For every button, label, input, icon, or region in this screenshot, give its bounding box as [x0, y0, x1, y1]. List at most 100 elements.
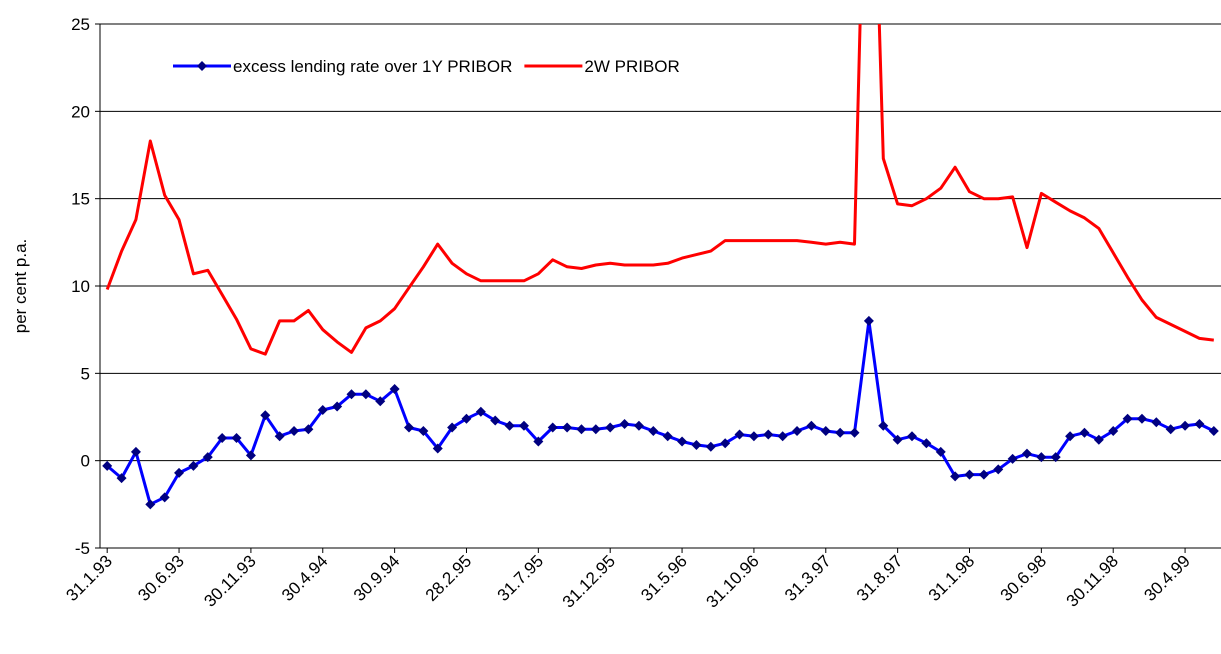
y-tick-label: 5: [81, 364, 90, 383]
legend-label: 2W PRIBOR: [584, 57, 679, 76]
x-tick-label: 30.4.94: [278, 551, 332, 605]
data-point: [1007, 453, 1018, 464]
y-axis-label: per cent p.a.: [11, 239, 30, 334]
data-point: [260, 410, 271, 421]
data-point: [605, 422, 616, 433]
data-point: [1151, 417, 1162, 428]
data-point: [878, 420, 889, 431]
data-point: [504, 420, 515, 431]
x-tick-label: 30.6.98: [997, 551, 1051, 605]
data-point: [1021, 448, 1032, 459]
data-point: [820, 425, 831, 436]
data-point: [576, 424, 587, 435]
data-point: [806, 420, 817, 431]
data-point: [231, 432, 242, 443]
data-point: [303, 424, 314, 435]
data-point: [332, 401, 343, 412]
x-tick-label: 30.11.98: [1063, 551, 1122, 610]
data-point: [763, 429, 774, 440]
data-point: [375, 396, 386, 407]
y-tick-label: 10: [71, 277, 90, 296]
data-point: [892, 434, 903, 445]
x-tick-label: 30.6.93: [134, 551, 188, 605]
data-point: [633, 420, 644, 431]
data-point: [346, 389, 357, 400]
data-point: [174, 467, 185, 478]
data-point: [1050, 452, 1061, 463]
data-point: [835, 427, 846, 438]
data-point: [490, 415, 501, 426]
data-point: [1122, 413, 1133, 424]
data-point: [1079, 427, 1090, 438]
x-tick-label: 30.4.99: [1140, 551, 1194, 605]
data-point: [978, 469, 989, 480]
data-point: [590, 424, 601, 435]
x-tick-label: 30.9.94: [350, 551, 404, 605]
data-point: [964, 469, 975, 480]
data-point: [1108, 425, 1119, 436]
data-point: [935, 446, 946, 457]
y-tick-label: 20: [71, 102, 90, 121]
data-point: [533, 436, 544, 447]
x-tick-label: 31.1.98: [925, 551, 979, 605]
data-point: [734, 429, 745, 440]
data-point: [518, 420, 529, 431]
data-point: [475, 406, 486, 417]
data-point: [1093, 434, 1104, 445]
data-point: [691, 439, 702, 450]
data-point: [1136, 413, 1147, 424]
data-point: [1065, 431, 1076, 442]
data-point: [547, 422, 558, 433]
data-point: [418, 425, 429, 436]
data-point: [432, 443, 443, 454]
data-point: [705, 441, 716, 452]
data-point: [921, 438, 932, 449]
data-point: [792, 425, 803, 436]
x-tick-label: 31.3.97: [781, 551, 835, 605]
data-point: [274, 431, 285, 442]
x-tick-label: 31.7.95: [494, 551, 548, 605]
y-tick-label: 25: [71, 15, 90, 34]
data-point: [562, 422, 573, 433]
data-point: [130, 446, 141, 457]
x-tick-label: 30.11.93: [200, 551, 259, 610]
x-tick-label: 28.2.95: [422, 551, 476, 605]
data-point: [1165, 424, 1176, 435]
data-point: [993, 464, 1004, 475]
data-point: [145, 499, 156, 510]
data-point: [1036, 452, 1047, 463]
data-point: [619, 418, 630, 429]
data-point: [461, 413, 472, 424]
legend-label: excess lending rate over 1Y PRIBOR: [233, 57, 512, 76]
data-point: [677, 436, 688, 447]
data-point: [245, 450, 256, 461]
data-point: [289, 425, 300, 436]
data-point: [116, 473, 127, 484]
data-point: [648, 425, 659, 436]
x-tick-label: 31.8.97: [853, 551, 907, 605]
data-point: [863, 315, 874, 326]
plot: [102, 24, 1219, 510]
y-tick-label: 0: [81, 452, 90, 471]
data-point: [777, 431, 788, 442]
data-point: [720, 438, 731, 449]
data-point: [403, 422, 414, 433]
data-point: [188, 460, 199, 471]
data-point: [748, 431, 759, 442]
data-point: [389, 384, 400, 395]
data-point: [1208, 425, 1219, 436]
data-point: [447, 422, 458, 433]
data-point: [662, 431, 673, 442]
data-point: [849, 427, 860, 438]
y-tick-label: -5: [75, 539, 90, 558]
y-tick-label: 15: [71, 190, 90, 209]
data-point: [102, 460, 113, 471]
data-point: [202, 452, 213, 463]
series-line: [105, 24, 1214, 356]
data-point: [1194, 418, 1205, 429]
data-point: [360, 389, 371, 400]
data-point: [159, 492, 170, 503]
x-tick-label: 31.1.93: [62, 551, 116, 605]
x-tick-label: 31.12.95: [559, 551, 619, 611]
